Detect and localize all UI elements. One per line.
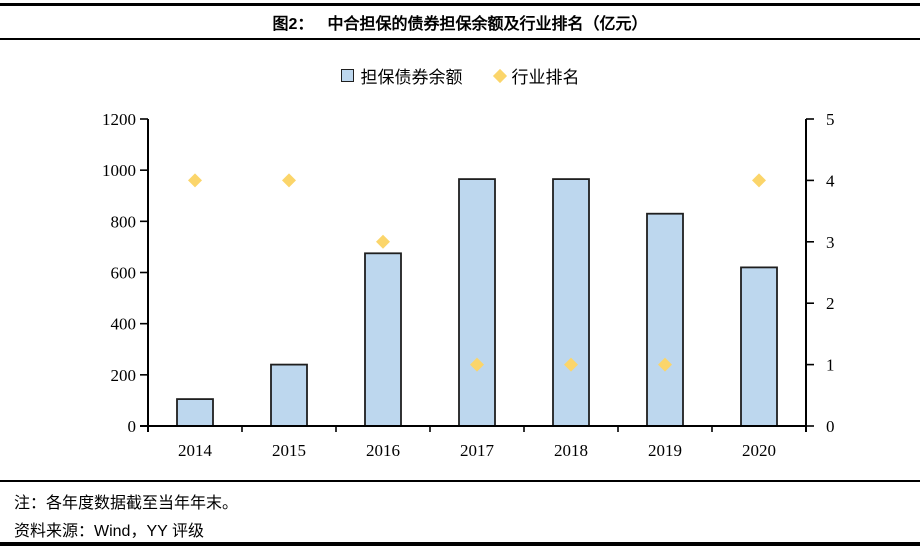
rank-marker-2019 <box>658 357 672 372</box>
left-axis-tick-label: 400 <box>111 315 137 334</box>
right-axis-tick-label: 4 <box>826 171 835 190</box>
left-axis-tick-label: 600 <box>111 264 137 283</box>
bar-2014 <box>176 398 214 427</box>
rank-marker-2020 <box>752 173 766 188</box>
bar-2016 <box>364 252 402 427</box>
rank-marker-2018 <box>564 357 578 372</box>
right-axis-tick-label: 0 <box>826 417 835 436</box>
title-separator-rule <box>0 38 920 40</box>
top-border-rule <box>0 3 920 6</box>
chart-legend: 担保债券余额 行业排名 <box>0 63 920 88</box>
notes-separator-rule <box>0 480 920 482</box>
rank-marker-2014 <box>188 173 202 188</box>
bar-2018 <box>552 178 590 427</box>
bar-2015 <box>270 363 308 427</box>
bar-2019 <box>646 212 684 427</box>
legend-item-bond-balance: 担保债券余额 <box>340 63 463 88</box>
right-axis-tick-label: 5 <box>826 110 835 129</box>
chart-note: 注：各年度数据截至当年年末。 <box>14 495 239 512</box>
bar-swatch-icon <box>340 69 354 82</box>
legend-item-industry-rank: 行业排名 <box>492 63 580 88</box>
x-axis-label-2017: 2017 <box>460 441 495 460</box>
right-axis-tick-label: 2 <box>826 294 835 313</box>
right-axis-tick-label: 1 <box>826 356 835 375</box>
x-axis-label-2018: 2018 <box>554 441 588 460</box>
left-axis-tick-label: 800 <box>111 212 137 231</box>
x-axis-label-2015: 2015 <box>272 441 306 460</box>
x-axis-label-2019: 2019 <box>648 441 682 460</box>
left-axis-tick-label: 1200 <box>102 110 136 129</box>
left-axis-tick-label: 1000 <box>102 161 136 180</box>
legend-label-industry-rank: 行业排名 <box>511 68 580 88</box>
left-axis-tick-label: 200 <box>111 366 137 385</box>
figure-title-text: 中合担保的债券担保余额及行业排名（亿元） <box>327 16 648 33</box>
x-axis-label-2020: 2020 <box>742 441 776 460</box>
x-axis-label-2016: 2016 <box>366 441 400 460</box>
figure-number: 图2： <box>272 16 314 33</box>
bar-2017 <box>458 178 496 427</box>
figure-title: 图2： 中合担保的债券担保余额及行业排名（亿元） <box>0 10 920 34</box>
left-axis-tick-label: 0 <box>128 417 137 436</box>
chart: 0 200 400 600 800 1000 1200 0 1 2 3 4 5 2014 2015 2016 2… <box>102 110 835 460</box>
bar-2020 <box>740 266 778 427</box>
rank-marker-2015 <box>282 173 296 188</box>
bottom-border-rule <box>0 542 920 546</box>
legend-label-bond-balance: 担保债券余额 <box>360 68 463 88</box>
rank-marker-2017 <box>470 357 484 372</box>
x-axis-label-2014: 2014 <box>178 441 213 460</box>
rank-marker-2016 <box>376 234 390 249</box>
right-axis-tick-label: 3 <box>826 233 835 252</box>
data-source: 资料来源：Wind，YY 评级 <box>14 523 204 540</box>
